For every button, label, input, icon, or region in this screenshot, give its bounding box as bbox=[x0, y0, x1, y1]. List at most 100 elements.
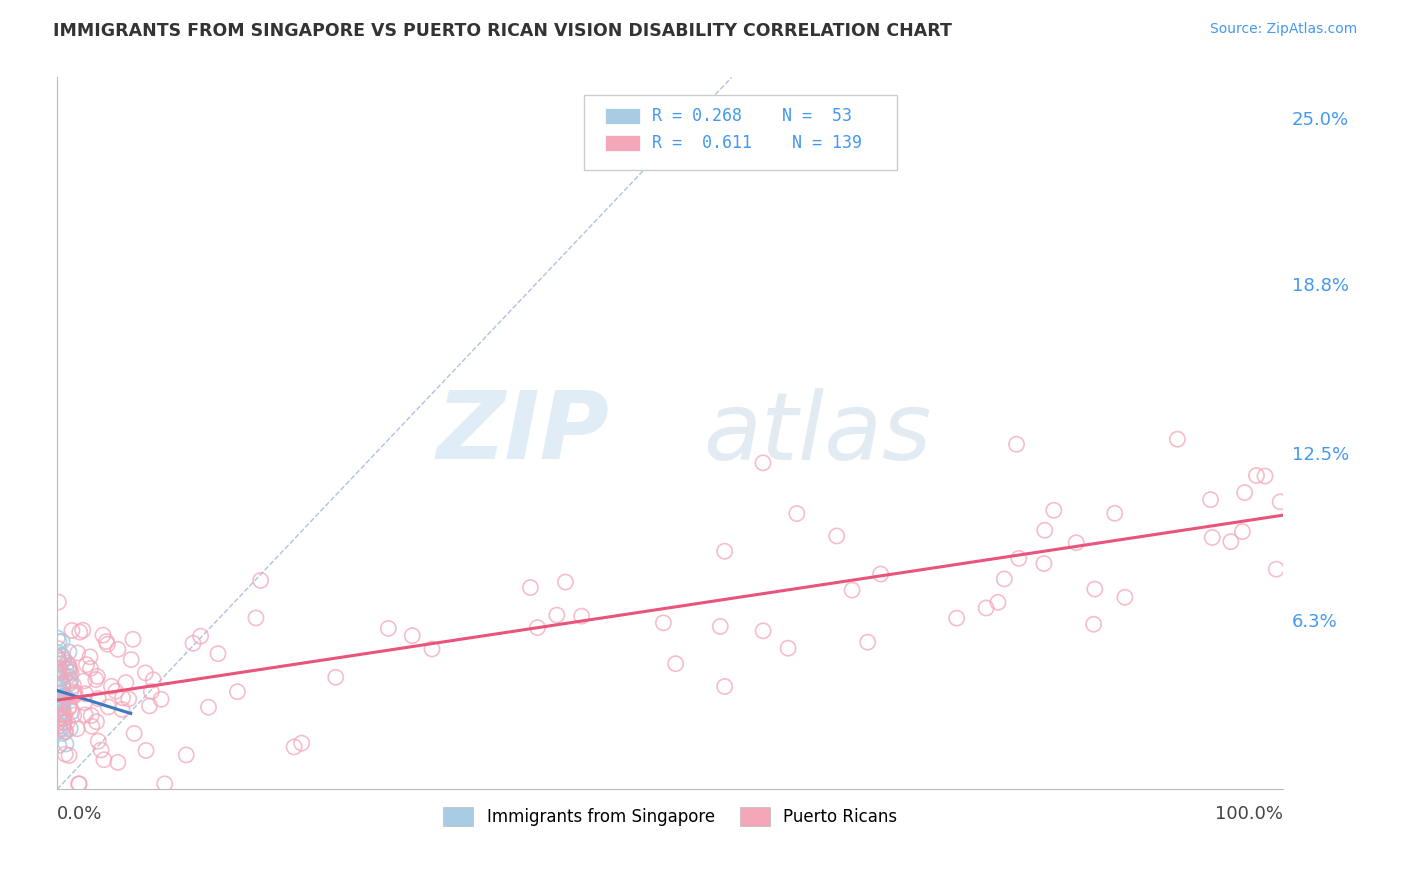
FancyBboxPatch shape bbox=[585, 95, 897, 170]
Point bbox=[134, 665, 156, 680]
Point bbox=[63, 685, 86, 699]
Point bbox=[46, 646, 69, 660]
Text: ZIP: ZIP bbox=[437, 387, 610, 479]
Bar bbox=[605, 108, 640, 124]
Text: IMMIGRANTS FROM SINGAPORE VS PUERTO RICAN VISION DISABILITY CORRELATION CHART: IMMIGRANTS FROM SINGAPORE VS PUERTO RICA… bbox=[53, 22, 952, 40]
Point bbox=[377, 621, 399, 635]
Point bbox=[51, 696, 73, 710]
Point bbox=[66, 646, 89, 660]
Point bbox=[72, 624, 94, 638]
Point bbox=[56, 715, 79, 730]
Point bbox=[51, 696, 73, 710]
Point bbox=[75, 707, 97, 722]
Point bbox=[76, 657, 98, 672]
Point bbox=[48, 697, 70, 711]
Point bbox=[104, 684, 127, 698]
Point bbox=[1219, 534, 1241, 549]
Point bbox=[114, 675, 136, 690]
Point bbox=[58, 676, 80, 690]
Point bbox=[138, 698, 160, 713]
Point bbox=[60, 705, 83, 719]
Point bbox=[49, 708, 72, 723]
Bar bbox=[605, 135, 640, 151]
Point bbox=[825, 529, 848, 543]
Point bbox=[778, 641, 800, 656]
Point bbox=[49, 686, 72, 700]
Point bbox=[48, 641, 70, 656]
Point bbox=[1032, 557, 1054, 571]
Point bbox=[51, 648, 73, 663]
Point bbox=[249, 574, 271, 588]
Point bbox=[48, 651, 70, 665]
Point bbox=[52, 721, 75, 735]
Point bbox=[48, 673, 70, 687]
Point bbox=[207, 647, 229, 661]
Point bbox=[66, 722, 89, 736]
Point bbox=[245, 611, 267, 625]
Point bbox=[752, 456, 775, 470]
Point bbox=[46, 631, 69, 645]
Point bbox=[52, 696, 75, 710]
Point bbox=[1233, 485, 1256, 500]
Point bbox=[48, 680, 70, 694]
Point bbox=[63, 689, 86, 703]
Point bbox=[713, 544, 735, 558]
Point bbox=[48, 665, 70, 680]
Point bbox=[96, 637, 118, 651]
Point bbox=[59, 663, 82, 677]
Point bbox=[60, 624, 83, 638]
Point bbox=[80, 719, 103, 733]
Point bbox=[59, 673, 82, 688]
Point bbox=[51, 698, 73, 712]
Point bbox=[58, 645, 80, 659]
Point bbox=[93, 753, 115, 767]
Point bbox=[87, 734, 110, 748]
Point bbox=[46, 650, 69, 665]
Point bbox=[987, 595, 1010, 609]
Point bbox=[51, 678, 73, 692]
Point bbox=[63, 688, 86, 702]
Text: Source: ZipAtlas.com: Source: ZipAtlas.com bbox=[1209, 22, 1357, 37]
Text: 100.0%: 100.0% bbox=[1215, 805, 1284, 823]
Point bbox=[1201, 531, 1223, 545]
Point bbox=[90, 743, 112, 757]
Point bbox=[226, 684, 249, 698]
Point bbox=[51, 665, 73, 680]
Point bbox=[56, 656, 79, 670]
Point bbox=[141, 684, 163, 698]
Point bbox=[546, 608, 568, 623]
Point bbox=[58, 661, 80, 675]
Point bbox=[111, 702, 134, 716]
Point bbox=[48, 661, 70, 675]
Point bbox=[111, 690, 134, 705]
Point bbox=[174, 747, 197, 762]
Text: R =  0.611    N = 139: R = 0.611 N = 139 bbox=[652, 134, 862, 152]
Point bbox=[142, 673, 165, 687]
Point bbox=[51, 705, 73, 719]
Point bbox=[53, 689, 76, 703]
Point bbox=[51, 677, 73, 691]
Point bbox=[59, 722, 82, 736]
Point bbox=[53, 706, 76, 721]
Point bbox=[52, 689, 75, 703]
Point bbox=[713, 680, 735, 694]
Point bbox=[53, 724, 76, 739]
Point bbox=[1104, 506, 1126, 520]
Point bbox=[945, 611, 967, 625]
Point bbox=[53, 747, 76, 761]
Point bbox=[118, 692, 141, 706]
Point bbox=[60, 665, 83, 680]
Point bbox=[49, 670, 72, 684]
Point bbox=[49, 698, 72, 712]
Point bbox=[52, 715, 75, 730]
Point bbox=[56, 669, 79, 683]
Point bbox=[1064, 535, 1087, 549]
Point bbox=[1254, 469, 1277, 483]
Point bbox=[197, 700, 219, 714]
Point bbox=[52, 700, 75, 714]
Point bbox=[1033, 523, 1056, 537]
Point bbox=[52, 690, 75, 704]
Point bbox=[856, 635, 879, 649]
Point bbox=[75, 687, 97, 701]
Point bbox=[120, 652, 142, 666]
